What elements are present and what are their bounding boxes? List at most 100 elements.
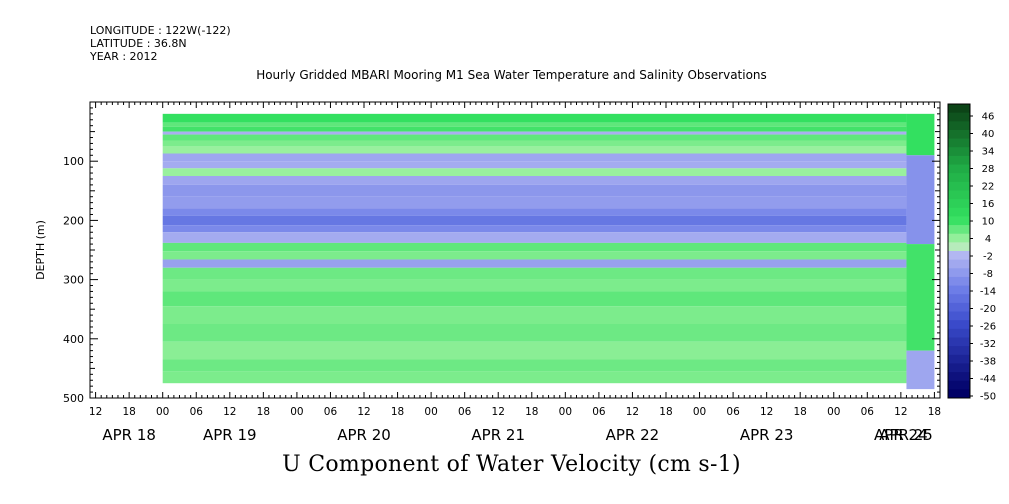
colorbar-label: -2 xyxy=(983,252,993,263)
colorbar-segment xyxy=(948,268,970,278)
depth-band xyxy=(162,267,907,280)
colorbar-label: -14 xyxy=(980,287,996,298)
end-band-mid xyxy=(906,155,935,245)
depth-band xyxy=(162,153,907,162)
colorbar-segment xyxy=(948,294,970,304)
colorbar-label: -38 xyxy=(980,357,996,368)
depth-band xyxy=(162,131,907,135)
depth-band xyxy=(162,359,907,372)
colorbar-segment xyxy=(948,129,970,140)
colorbar-segment xyxy=(948,372,970,382)
colorbar-segment xyxy=(948,147,970,157)
colorbar-segment xyxy=(948,380,970,390)
depth-band xyxy=(162,215,907,226)
y-axis-label: DEPTH (m) xyxy=(34,220,47,280)
x-tick-label: 00 xyxy=(559,406,572,418)
latitude-label: LATITUDE : 36.8N xyxy=(90,37,187,50)
colorbar-segment xyxy=(948,259,970,269)
depth-band xyxy=(162,184,907,197)
depth-band xyxy=(162,279,907,292)
depth-band xyxy=(162,259,907,268)
x-tick-label: 12 xyxy=(626,406,639,418)
depth-band xyxy=(162,196,907,209)
colorbar-segment xyxy=(948,354,970,364)
depth-band xyxy=(162,168,907,176)
depth-band xyxy=(162,134,907,141)
colorbar-segment xyxy=(948,121,970,131)
colorbar-label: 34 xyxy=(982,147,995,158)
x-tick-label: 18 xyxy=(122,406,135,418)
x-tick-label: 18 xyxy=(928,406,941,418)
depth-band xyxy=(162,291,907,307)
chart-title: Hourly Gridded MBARI Mooring M1 Sea Wate… xyxy=(256,68,767,82)
colorbar-segment xyxy=(948,346,970,356)
date-label: APR 20 xyxy=(337,426,391,444)
x-tick-label: 18 xyxy=(525,406,538,418)
colorbar-segment xyxy=(948,199,970,209)
colorbar-label: -32 xyxy=(980,339,996,350)
depth-band xyxy=(162,225,907,233)
y-tick-label: 200 xyxy=(63,214,84,227)
depth-band xyxy=(162,126,907,132)
colorbar-label: -26 xyxy=(980,322,996,333)
colorbar-segment xyxy=(948,207,970,217)
colorbar-segment xyxy=(948,251,970,261)
colorbar-segment xyxy=(948,112,970,122)
date-label: APR 19 xyxy=(203,426,257,444)
x-tick-label: 00 xyxy=(693,406,706,418)
x-tick-label: 18 xyxy=(391,406,404,418)
x-tick-label: 06 xyxy=(861,406,875,418)
depth-band xyxy=(162,208,907,216)
longitude-label: LONGITUDE : 122W(-122) xyxy=(90,24,231,37)
colorbar-label: 46 xyxy=(982,112,995,123)
depth-band xyxy=(162,140,907,147)
x-tick-label: 12 xyxy=(894,406,907,418)
colorbar-label: 4 xyxy=(985,234,991,245)
date-label: APR 24 xyxy=(874,426,928,444)
end-band-deep xyxy=(906,350,935,390)
end-band-lower xyxy=(906,244,935,351)
depth-band xyxy=(162,232,907,243)
colorbar-label: 16 xyxy=(982,199,995,210)
colorbar-segment xyxy=(948,328,970,338)
colorbar-label: -44 xyxy=(980,374,996,385)
y-tick-label: 100 xyxy=(63,155,84,168)
depth-band xyxy=(162,161,907,169)
depth-band xyxy=(162,371,907,384)
colorbar-segment xyxy=(948,181,970,191)
colorbar-label: 10 xyxy=(982,217,995,228)
depth-band xyxy=(162,113,907,123)
colorbar-segment xyxy=(948,363,970,373)
colorbar-segment xyxy=(948,311,970,321)
colorbar-segment xyxy=(948,320,970,330)
x-tick-label: 06 xyxy=(726,406,740,418)
date-label: APR 21 xyxy=(471,426,525,444)
depth-band xyxy=(162,251,907,260)
x-tick-label: 00 xyxy=(424,406,437,418)
colorbar-segment xyxy=(948,233,970,243)
colorbar-label: 22 xyxy=(982,182,995,193)
x-tick-label: 12 xyxy=(89,406,102,418)
variable-title: U Component of Water Velocity (cm s-1) xyxy=(282,452,741,477)
x-tick-label: 12 xyxy=(357,406,370,418)
colorbar-segment xyxy=(948,285,970,295)
colorbar-label: -50 xyxy=(980,392,996,403)
colorbar-segment xyxy=(948,276,970,287)
depth-bands xyxy=(162,113,935,390)
depth-band xyxy=(162,341,907,360)
colorbar-segment xyxy=(948,190,970,200)
x-tick-label: 06 xyxy=(324,406,338,418)
date-label: APR 22 xyxy=(606,426,660,444)
x-tick-label: 18 xyxy=(659,406,672,418)
colorbar-segment xyxy=(948,242,970,252)
colorbar-frame xyxy=(947,103,971,399)
colorbar-label: -8 xyxy=(983,269,993,280)
x-tick-label: 18 xyxy=(794,406,807,418)
colorbar-label: 28 xyxy=(982,164,995,175)
x-tick-label: 12 xyxy=(223,406,236,418)
x-tick-label: 06 xyxy=(190,406,204,418)
date-label: APR 23 xyxy=(740,426,794,444)
y-tick-label: 300 xyxy=(63,274,84,287)
colorbar-segment xyxy=(948,155,970,166)
colorbar-segment xyxy=(948,173,970,183)
